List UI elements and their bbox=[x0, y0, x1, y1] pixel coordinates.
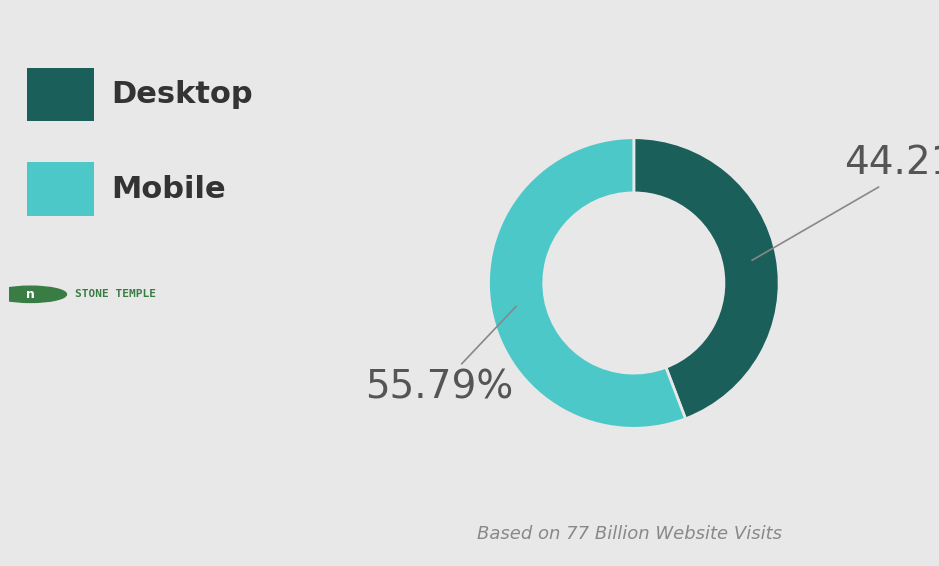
Text: 44.21%: 44.21% bbox=[752, 145, 939, 260]
Text: 55.79%: 55.79% bbox=[365, 306, 516, 406]
FancyBboxPatch shape bbox=[27, 162, 94, 216]
Text: Mobile: Mobile bbox=[112, 174, 226, 204]
Text: Desktop: Desktop bbox=[112, 80, 254, 109]
FancyBboxPatch shape bbox=[27, 67, 94, 121]
Wedge shape bbox=[488, 138, 685, 428]
Text: Based on 77 Billion Website Visits: Based on 77 Billion Website Visits bbox=[477, 525, 781, 543]
Circle shape bbox=[0, 286, 67, 302]
Text: n: n bbox=[26, 288, 35, 301]
Wedge shape bbox=[634, 138, 779, 419]
Text: STONE TEMPLE: STONE TEMPLE bbox=[75, 289, 157, 299]
